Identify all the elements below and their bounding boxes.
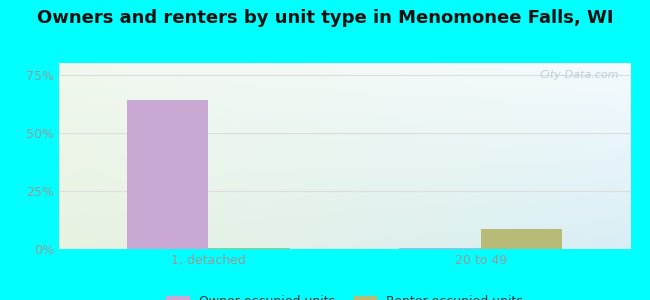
Legend: Owner occupied units, Renter occupied units: Owner occupied units, Renter occupied un… <box>161 290 528 300</box>
Text: Owners and renters by unit type in Menomonee Falls, WI: Owners and renters by unit type in Menom… <box>37 9 613 27</box>
Bar <box>208 248 290 249</box>
Bar <box>127 100 208 249</box>
Bar <box>481 229 562 249</box>
Bar <box>399 248 481 249</box>
Text: City-Data.com: City-Data.com <box>540 70 619 80</box>
